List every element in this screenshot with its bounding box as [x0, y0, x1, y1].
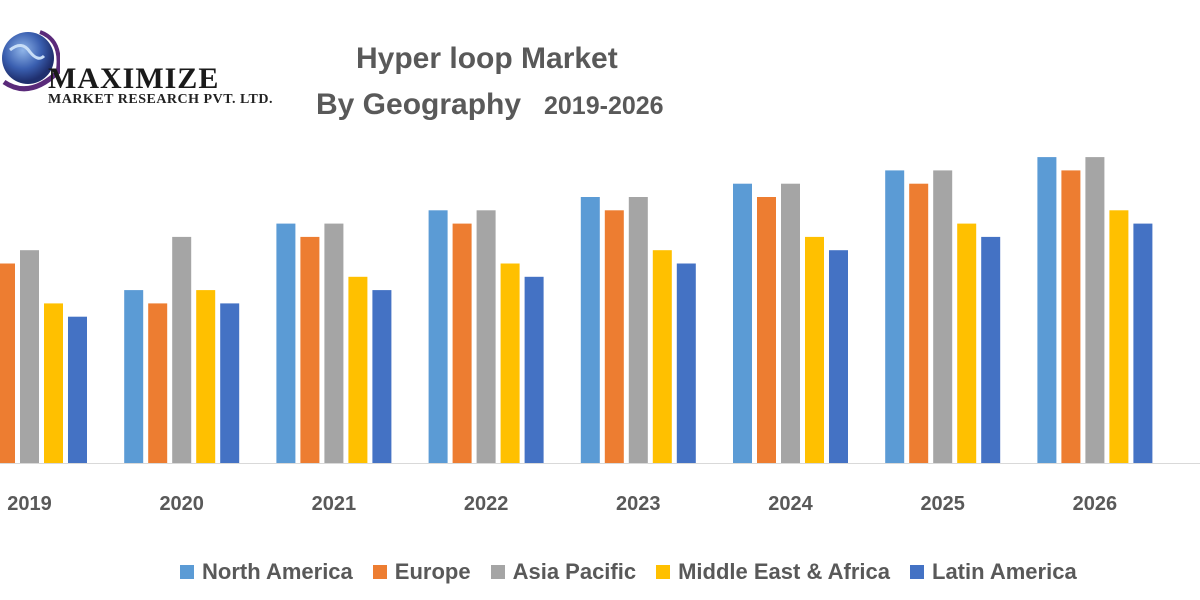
- bar-2019-europe: [0, 263, 15, 463]
- legend-label: North America: [202, 559, 353, 584]
- bar-2020-asia-pacific: [172, 236, 192, 463]
- legend: North America Europe Asia Pacific Middle Ea…: [180, 558, 1097, 586]
- bar-2021-north-america: [276, 223, 296, 463]
- legend-swatch: [490, 565, 505, 579]
- bar-2026-north-america: [1037, 157, 1057, 463]
- chart-subtitle: By Geography: [316, 88, 522, 121]
- bar-2023-latin-america: [676, 263, 696, 463]
- bar-2023-north-america: [580, 197, 600, 463]
- bar-2024-north-america: [733, 183, 752, 463]
- bar-2020-europe: [148, 303, 168, 463]
- legend-swatch: [656, 565, 671, 579]
- legend-label: Latin America: [932, 559, 1077, 584]
- bar-2024-latin-america: [829, 250, 848, 463]
- x-tick-label: 2023: [616, 493, 661, 515]
- bar-2026-europe: [1061, 170, 1081, 463]
- company-logo: MAXIMIZE MARKET RESEARCH PVT. LTD.: [0, 0, 300, 120]
- bar-2020-middle-east-africa: [196, 290, 216, 463]
- bar-2022-latin-america: [524, 276, 544, 463]
- chart-title: Hyper loop Market: [356, 42, 618, 75]
- bar-2022-north-america: [428, 210, 448, 463]
- bar-2023-asia-pacific: [628, 197, 648, 463]
- bar-2021-asia-pacific: [324, 223, 344, 463]
- x-tick-label: 2022: [464, 493, 509, 515]
- bar-2026-asia-pacific: [1085, 157, 1105, 463]
- chart-period: 2019-2026: [544, 92, 664, 120]
- bar-2025-asia-pacific: [933, 170, 953, 463]
- bar-2024-europe: [757, 197, 776, 463]
- bar-2021-europe: [300, 236, 320, 463]
- bar-2025-latin-america: [981, 236, 1001, 463]
- bar-2023-middle-east-africa: [652, 250, 672, 463]
- bar-2021-latin-america: [372, 290, 392, 463]
- globe-icon: [2, 30, 60, 92]
- legend-item: Middle East & Africa: [656, 559, 890, 585]
- bar-2024-middle-east-africa: [805, 236, 824, 463]
- bar-2026-middle-east-africa: [1109, 210, 1129, 463]
- bar-2022-middle-east-africa: [500, 263, 520, 463]
- bar-2023-europe: [604, 210, 624, 463]
- legend-label: Asia Pacific: [512, 559, 637, 584]
- logo-name: MAXIMIZE: [48, 62, 220, 95]
- x-tick-label: 2025: [920, 493, 965, 515]
- bar-2020-north-america: [124, 290, 144, 463]
- x-tick-label: 2020: [159, 493, 204, 515]
- bar-2019-asia-pacific: [20, 250, 39, 463]
- bar-2026-latin-america: [1133, 223, 1153, 463]
- legend-item: North America: [180, 559, 353, 585]
- bar-2025-middle-east-africa: [957, 223, 977, 463]
- bar-2020-latin-america: [220, 303, 240, 463]
- x-tick-label: 2024: [768, 493, 813, 515]
- bar-2025-north-america: [885, 170, 905, 463]
- logo-subtitle: MARKET RESEARCH PVT. LTD.: [48, 92, 274, 107]
- legend-label: Middle East & Africa: [678, 559, 890, 584]
- x-tick-label: 2021: [312, 493, 357, 515]
- bar-2021-middle-east-africa: [348, 276, 368, 463]
- bar-2024-asia-pacific: [781, 183, 800, 463]
- legend-label: Europe: [394, 559, 471, 584]
- bar-2022-europe: [452, 223, 472, 463]
- bar-2022-asia-pacific: [476, 210, 496, 463]
- legend-item: Asia Pacific: [490, 559, 637, 585]
- legend-item: Europe: [372, 559, 471, 585]
- x-tick-label: 2019: [7, 493, 52, 515]
- legend-item: Latin America: [910, 559, 1077, 585]
- bar-2019-middle-east-africa: [44, 303, 63, 463]
- x-tick-label: 2026: [1073, 493, 1118, 515]
- bar-2025-europe: [909, 183, 929, 463]
- legend-swatch: [180, 565, 194, 579]
- legend-swatch: [910, 565, 924, 579]
- legend-swatch: [372, 565, 387, 579]
- bar-2019-latin-america: [68, 316, 87, 463]
